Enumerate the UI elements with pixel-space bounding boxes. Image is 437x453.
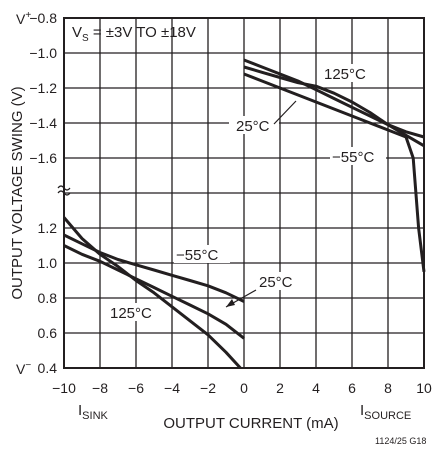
series-line-sink-4 [63, 244, 245, 340]
series-line-source-1 [243, 58, 425, 139]
series-label-source-25c: 25°C [236, 118, 270, 135]
y-tick-label: 0.6 [38, 325, 58, 341]
y-tick-label: 1.2 [38, 220, 58, 236]
figure-code: 1124/25 G18 [375, 436, 426, 446]
bottom-rail-label: V− [16, 360, 31, 377]
y-tick-label: −1.4 [29, 115, 57, 131]
source-label: ISOURCE [360, 402, 411, 422]
y-tick-label: 0.8 [38, 290, 58, 306]
axis-break-icon [57, 185, 71, 196]
top-rail-label: V+ [16, 10, 31, 27]
series-leader-source-25c [273, 100, 297, 125]
arrow-icon [226, 299, 235, 307]
y-tick-label: −1.0 [29, 45, 57, 61]
y-tick-label: 1.0 [38, 255, 58, 271]
curves [62, 58, 426, 370]
x-tick-label: −6 [128, 380, 144, 396]
x-tick-label: −4 [164, 380, 180, 396]
x-tick-label: 10 [416, 380, 432, 396]
x-axis-title: OUTPUT CURRENT (mA) [163, 415, 338, 432]
x-tick-label: −10 [52, 380, 76, 396]
x-tick-label: 0 [240, 380, 248, 396]
series-line-sink-5 [62, 216, 242, 370]
series-label-sink-125c: 125°C [110, 305, 152, 322]
series-label-source-125c: 125°C [324, 66, 366, 83]
x-tick-label: 8 [384, 380, 392, 396]
series-label-source-m55c: −55°C [332, 149, 374, 166]
x-tick-label: 4 [312, 380, 320, 396]
series-line-source-2 [243, 72, 426, 272]
sink-label: ISINK [78, 402, 109, 422]
series-label-sink-25c: 25°C [259, 274, 293, 291]
x-tick-label: −2 [200, 380, 216, 396]
series-label-sink-m55c: −55°C [176, 247, 218, 264]
conditions-label: VS = ±3V TO ±18V [72, 24, 196, 44]
y-axis-title: OUTPUT VOLTAGE SWING (V) [9, 86, 26, 299]
y-tick-label: −1.2 [29, 80, 57, 96]
x-tick-label: −8 [92, 380, 108, 396]
y-tick-label: 0.4 [38, 360, 58, 376]
x-tick-label: 2 [276, 380, 284, 396]
y-tick-label: −0.8 [29, 10, 57, 26]
tick-labels: −10 −8 −6 −4 −2 0 2 4 6 8 10 −0.8 −1.0 −1.2 −1.4 −1.6 1.… [29, 10, 432, 396]
y-tick-label: −1.6 [29, 150, 57, 166]
x-tick-label: 6 [348, 380, 356, 396]
